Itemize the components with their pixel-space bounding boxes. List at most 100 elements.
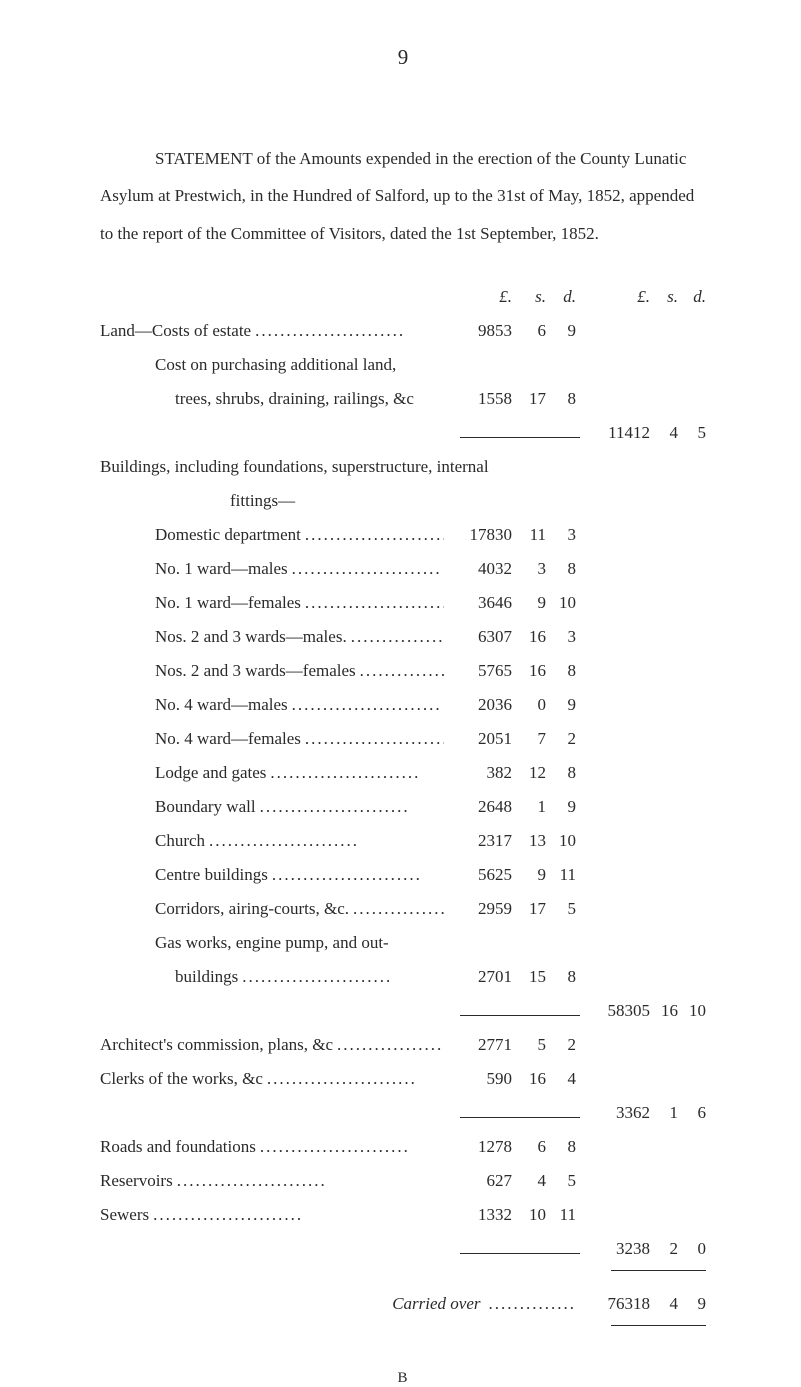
amount-pounds: 2051 (444, 722, 520, 756)
table-row: Lodge and gates........................3… (100, 756, 706, 790)
header-pounds-1: £. (444, 280, 520, 314)
row-label: Reservoirs (100, 1164, 173, 1198)
land-costs-label: Land—Costs of estate (100, 314, 251, 348)
amount-pounds: 2648 (444, 790, 520, 824)
amount-pence: 8 (552, 552, 580, 586)
amount-shillings: 3 (520, 552, 552, 586)
amount-pounds: 1332 (444, 1198, 520, 1232)
rule (460, 1117, 580, 1118)
buildings-total-row: 58305 16 10 (100, 994, 706, 1028)
amount-shillings: 15 (520, 960, 552, 994)
amount-shillings: 17 (520, 892, 552, 926)
leader-dots: ........................ (288, 552, 444, 586)
total-shillings: 4 (650, 1287, 678, 1321)
row-label: Boundary wall (155, 790, 256, 824)
row-label: Lodge and gates (155, 756, 266, 790)
leader-dots: ........................ (251, 314, 444, 348)
carried-over-row: Carried over .............. 76318 4 9 (100, 1287, 706, 1321)
amount-shillings: 9 (520, 586, 552, 620)
gas-works-row: Gas works, engine pump, and out- (100, 926, 706, 960)
table-row: Nos. 2 and 3 wards—females..............… (100, 654, 706, 688)
amount-pounds: 5765 (444, 654, 520, 688)
total-pounds: 3238 (580, 1232, 650, 1266)
total-pence: 10 (678, 994, 706, 1028)
amount-pounds: 627 (444, 1164, 520, 1198)
table-row: No. 4 ward—females......................… (100, 722, 706, 756)
row-label: Clerks of the works, &c (100, 1062, 263, 1096)
row-label: Church (155, 824, 205, 858)
page-number: 9 (100, 45, 706, 70)
leader-dots: ........................ (301, 722, 444, 756)
gas-works-label: Gas works, engine pump, and out- (155, 926, 389, 960)
leader-dots: ........................ (347, 620, 444, 654)
column-headers: £. s. d. £. s. d. (100, 280, 706, 314)
table-row: No. 1 ward—males........................… (100, 552, 706, 586)
table-row: Sewers........................13321011 (100, 1198, 706, 1232)
table-row: No. 4 ward—males........................… (100, 688, 706, 722)
total-pounds: 76318 (580, 1287, 650, 1321)
table-row: Roads and foundations...................… (100, 1130, 706, 1164)
header-pence-2: d. (678, 280, 706, 314)
rule (460, 437, 580, 438)
amount-pence: 8 (552, 960, 580, 994)
row-label: Centre buildings (155, 858, 268, 892)
amount-pence: 9 (552, 688, 580, 722)
amount-pence: 2 (552, 1028, 580, 1062)
land-costs-row: Land—Costs of estate ...................… (100, 314, 706, 348)
amount-pence: 11 (552, 858, 580, 892)
carried-over-label: Carried over (392, 1287, 480, 1321)
statement-intro: STATEMENT of the Amounts expended in the… (100, 140, 706, 252)
amount-pounds: 1278 (444, 1130, 520, 1164)
amount-pounds: 590 (444, 1062, 520, 1096)
amount-pence: 9 (552, 314, 580, 348)
amount-shillings: 13 (520, 824, 552, 858)
total-pence: 5 (678, 416, 706, 450)
leader-dots: ........................ (288, 688, 444, 722)
gas-buildings-row: buildings ........................ 2701 … (100, 960, 706, 994)
amount-shillings: 7 (520, 722, 552, 756)
row-label: Nos. 2 and 3 wards—males. (155, 620, 347, 654)
amount-pence: 4 (552, 1062, 580, 1096)
leader-dots: ........................ (301, 518, 444, 552)
trees-label: trees, shrubs, draining, railings, &c (155, 382, 414, 416)
total-shillings: 2 (650, 1232, 678, 1266)
table-row: Corridors, airing-courts, &c............… (100, 892, 706, 926)
amount-pence: 3 (552, 518, 580, 552)
total-shillings: 4 (650, 416, 678, 450)
leader-dots: ........................ (266, 756, 444, 790)
leader-dots: ........................ (149, 1198, 444, 1232)
total-shillings: 1 (650, 1096, 678, 1130)
amount-shillings: 6 (520, 1130, 552, 1164)
land-total-row: 11412 4 5 (100, 416, 706, 450)
total-pounds: 11412 (580, 416, 650, 450)
amount-pence: 8 (552, 382, 580, 416)
amount-pounds: 2036 (444, 688, 520, 722)
leader-dots: ........................ (256, 1130, 444, 1164)
amount-pounds: 2959 (444, 892, 520, 926)
amount-shillings: 17 (520, 382, 552, 416)
signature-mark: B (100, 1370, 706, 1387)
header-pence-1: d. (552, 280, 580, 314)
amount-shillings: 11 (520, 518, 552, 552)
amount-pounds: 3646 (444, 586, 520, 620)
trees-row: trees, shrubs, draining, railings, &c 15… (100, 382, 706, 416)
arch-total-row: 3362 1 6 (100, 1096, 706, 1130)
amount-pounds: 9853 (444, 314, 520, 348)
roads-total-row: 3238 2 0 (100, 1232, 706, 1266)
row-label: No. 4 ward—females (155, 722, 301, 756)
amount-shillings: 16 (520, 620, 552, 654)
row-label: Sewers (100, 1198, 149, 1232)
header-pounds-2: £. (580, 280, 650, 314)
amount-pounds: 6307 (444, 620, 520, 654)
amount-pence: 8 (552, 1130, 580, 1164)
amount-shillings: 1 (520, 790, 552, 824)
total-pounds: 3362 (580, 1096, 650, 1130)
amount-shillings: 0 (520, 688, 552, 722)
amount-pence: 11 (552, 1198, 580, 1232)
table-row: Clerks of the works, &c.................… (100, 1062, 706, 1096)
amount-pounds: 382 (444, 756, 520, 790)
amount-pence: 8 (552, 654, 580, 688)
leader-dots: ........................ (268, 858, 444, 892)
gas-buildings-label: buildings (155, 960, 238, 994)
table-row: Centre buildings........................… (100, 858, 706, 892)
